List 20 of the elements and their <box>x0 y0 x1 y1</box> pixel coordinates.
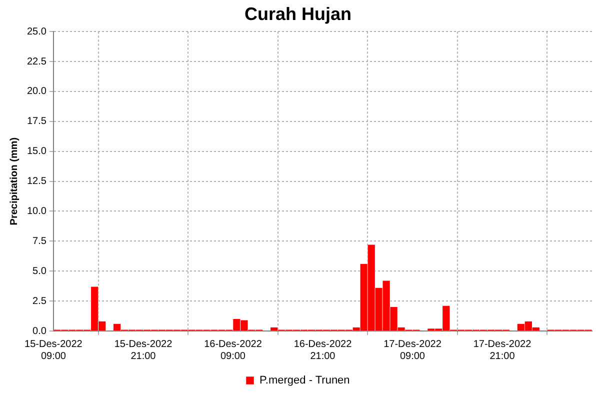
y-tick-label: 12.5 <box>26 176 47 188</box>
x-tick-label: 17-Des-2022 21:00 <box>473 338 532 362</box>
y-tick-label: 10.0 <box>26 206 47 217</box>
y-tick-label: 2.5 <box>32 296 47 307</box>
x-tick-label: 16-Des-2022 09:00 <box>204 338 262 362</box>
chart-title: Curah Hujan <box>244 4 352 24</box>
x-tick-label: 15-Des-2022 09:00 <box>24 338 83 362</box>
x-tick-label: 16-Des-2022 21:00 <box>294 338 352 362</box>
y-tick-label: 0.0 <box>32 326 47 337</box>
y-tick-label: 25.0 <box>26 26 47 38</box>
y-axis-title: Precipitation (mm) <box>8 137 20 226</box>
legend-label: P.merged - Trunen <box>260 374 350 387</box>
y-tick-label: 17.5 <box>26 116 47 128</box>
y-tick-label: 20.0 <box>26 86 47 98</box>
x-tick-label: 15-Des-2022 21:00 <box>114 338 173 362</box>
y-tick-label: 15.0 <box>26 146 47 158</box>
y-tick-label: 22.5 <box>26 56 47 68</box>
x-tick-label: 17-Des-2022 09:00 <box>384 338 442 362</box>
y-tick-label: 5.0 <box>32 266 47 277</box>
y-tick-label: 7.5 <box>32 236 47 247</box>
